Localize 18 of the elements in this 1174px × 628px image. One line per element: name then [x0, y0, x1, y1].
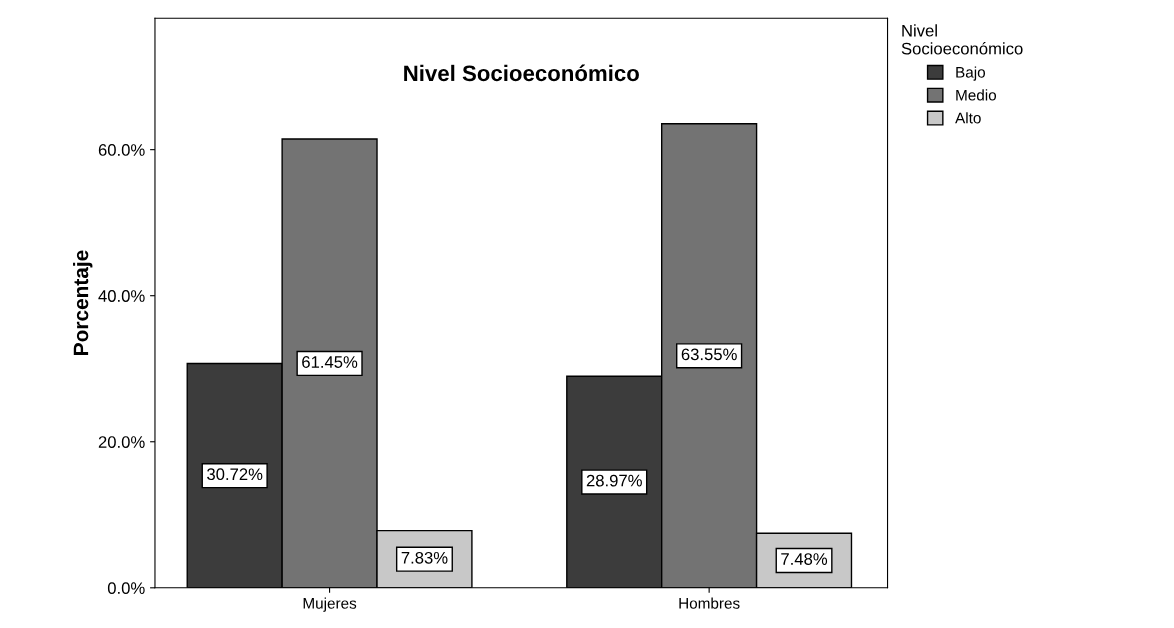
data-label: 7.48% [781, 553, 828, 565]
data-label: 28.97% [586, 474, 642, 487]
legend-label: Bajo [956, 66, 986, 81]
legend-label: Medio [956, 89, 997, 101]
text: Nivel Socioeconómico [404, 64, 639, 82]
data-label: 30.72% [207, 468, 263, 481]
data-label: 61.45% [302, 356, 358, 368]
data-label: 7.83% [401, 551, 448, 564]
y-axis-title: Porcentaje [73, 250, 93, 355]
x-tick-label: Hombres [679, 597, 740, 609]
y-tick-label: 40.0% [98, 290, 145, 302]
y-tick-label: 20.0% [98, 436, 145, 448]
x-tick-label: Mujeres [303, 597, 357, 612]
data-label: 63.55% [681, 348, 737, 361]
y-tick-label: 60.0% [98, 144, 145, 156]
y-tick-label: 0.0% [107, 582, 145, 595]
legend-title: Nivel Socioeconómico [901, 24, 1023, 55]
legend-label: Alto [955, 112, 981, 124]
